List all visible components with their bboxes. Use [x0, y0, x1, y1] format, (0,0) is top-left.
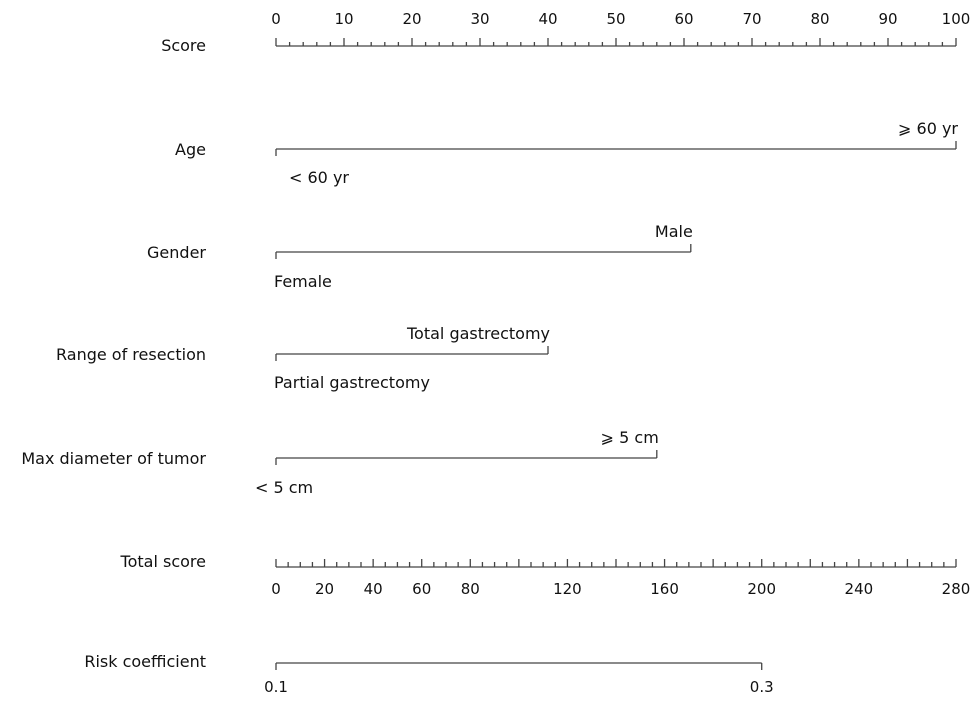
- gender-level-high-label: Male: [655, 222, 693, 241]
- age-row-label: Age: [175, 140, 206, 159]
- score-row: Score 0 10 20 30 40 50 60 70 80 90 100: [161, 10, 970, 55]
- score-row-label: Score: [161, 36, 206, 55]
- total-score-tick-label: 120: [553, 580, 582, 598]
- age-level-high-label: ⩾ 60 yr: [898, 119, 958, 138]
- resection-row: Range of resection Partial gastrectomy T…: [56, 324, 550, 392]
- total-score-tick-label: 20: [315, 580, 334, 598]
- tumor-diameter-row: Max diameter of tumor < 5 cm ⩾ 5 cm: [21, 428, 658, 497]
- gender-row: Gender Female Male: [147, 222, 693, 291]
- score-tick-label: 40: [538, 10, 557, 28]
- tumor-diameter-level-high-label: ⩾ 5 cm: [601, 428, 659, 447]
- total-score-tick-label: 0: [271, 580, 281, 598]
- total-score-tick-label: 40: [364, 580, 383, 598]
- score-tick-label: 50: [606, 10, 625, 28]
- tumor-diameter-level-low-label: < 5 cm: [255, 478, 313, 497]
- total-score-row: Total score 0 20 40 60 80 120 160 200 240 280: [120, 552, 971, 598]
- age-level-low-label: < 60 yr: [289, 168, 349, 187]
- score-tick-label: 30: [470, 10, 489, 28]
- gender-row-label: Gender: [147, 243, 206, 262]
- score-tick-label: 80: [810, 10, 829, 28]
- total-score-tick-label: 60: [412, 580, 431, 598]
- age-row: Age < 60 yr ⩾ 60 yr: [175, 119, 958, 187]
- total-score-tick-label: 240: [845, 580, 874, 598]
- resection-row-label: Range of resection: [56, 345, 206, 364]
- total-score-tick-label: 280: [942, 580, 971, 598]
- score-tick-label: 90: [878, 10, 897, 28]
- total-score-row-label: Total score: [120, 552, 206, 571]
- score-tick-label: 100: [942, 10, 971, 28]
- total-score-tick-label: 80: [461, 580, 480, 598]
- total-score-axis-ticks: 0 20 40 60 80 120 160 200 240 280: [271, 559, 970, 598]
- total-score-tick-label: 160: [650, 580, 679, 598]
- score-tick-label: 60: [674, 10, 693, 28]
- resection-level-high-label: Total gastrectomy: [406, 324, 550, 343]
- resection-level-low-label: Partial gastrectomy: [274, 373, 430, 392]
- total-score-tick-label: 200: [747, 580, 776, 598]
- tumor-diameter-row-label: Max diameter of tumor: [21, 449, 206, 468]
- score-axis-ticks: 0 10 20 30 40 50 60 70 80 90 100: [271, 10, 970, 46]
- risk-tick-label-low: 0.1: [264, 678, 288, 696]
- score-tick-label: 10: [334, 10, 353, 28]
- risk-tick-label-high: 0.3: [750, 678, 774, 696]
- risk-row-label: Risk coefficient: [84, 652, 206, 671]
- gender-level-low-label: Female: [274, 272, 332, 291]
- score-tick-label: 20: [402, 10, 421, 28]
- score-tick-label: 70: [742, 10, 761, 28]
- score-tick-label: 0: [271, 10, 281, 28]
- risk-row: Risk coefficient 0.1 0.3: [84, 652, 773, 696]
